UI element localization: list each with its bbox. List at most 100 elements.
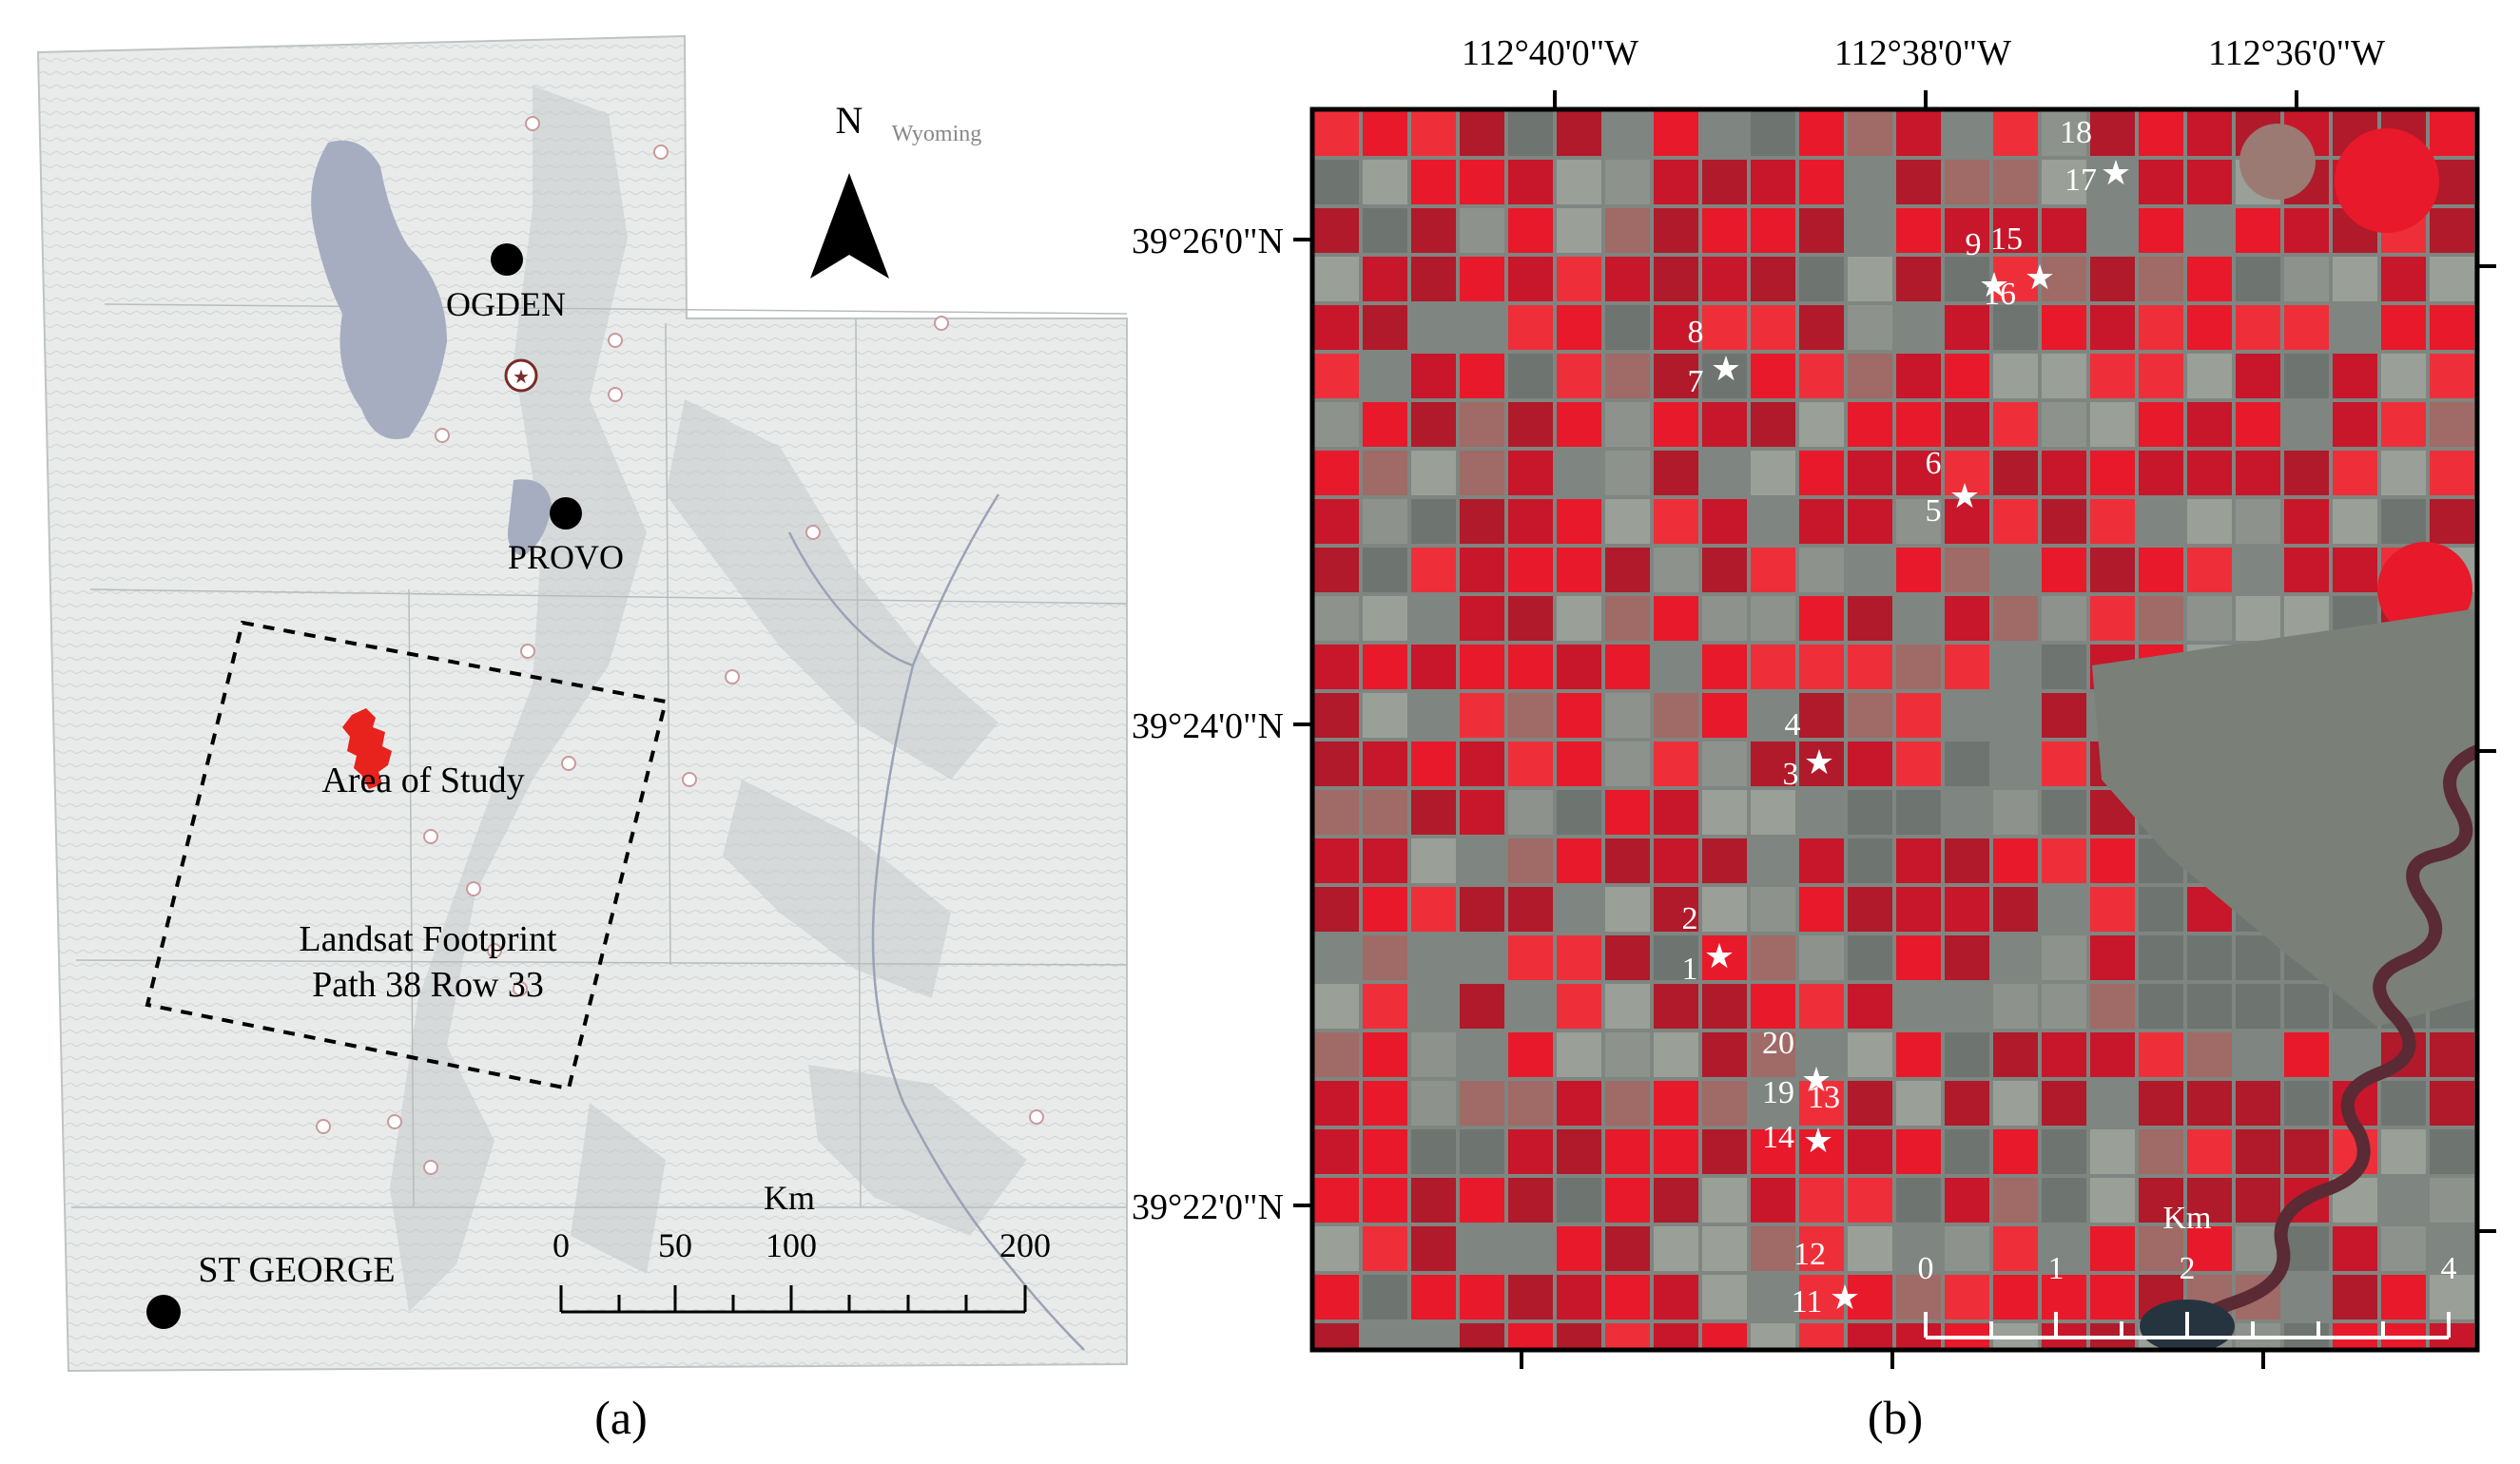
- sample-sites: ★ ★ ★ ★ ★ ★ ★ ★ ★ ★: [1704, 154, 2131, 1317]
- field-parcel: [1605, 887, 1650, 932]
- field-parcel: [2139, 887, 2183, 932]
- field-parcel: [2236, 1081, 2280, 1126]
- field-parcel: [1411, 887, 1456, 932]
- field-parcel: [1557, 693, 1601, 738]
- field-parcel: [1605, 160, 1650, 204]
- field-parcel: [2430, 257, 2474, 301]
- field-parcel: [1314, 451, 1359, 495]
- field-parcel: [1605, 742, 1650, 786]
- field-parcel: [2090, 1129, 2135, 1174]
- field-parcel: [1848, 499, 1892, 544]
- field-parcel: [2381, 499, 2426, 544]
- field-parcel: [1605, 548, 1650, 592]
- field-parcel: [1751, 838, 1795, 883]
- field-parcel: [2284, 208, 2329, 253]
- field-parcel: [1799, 548, 1844, 592]
- field-parcel: [2090, 1081, 2135, 1126]
- field-parcel: [1799, 1081, 1844, 1126]
- field-parcel: [2187, 402, 2232, 447]
- field-parcel: [1460, 1032, 1504, 1077]
- field-parcel: [2042, 1178, 2086, 1223]
- field-parcel: [2333, 402, 2377, 447]
- field-parcel: [1654, 354, 1698, 398]
- field-parcel: [1654, 935, 1698, 980]
- site-star-icon: ★: [1804, 743, 1834, 781]
- field-parcel: [1508, 305, 1553, 350]
- field-parcel: [1557, 160, 1601, 204]
- field-parcel: [2284, 1129, 2329, 1174]
- site-label: 14: [1762, 1120, 1794, 1155]
- field-parcel: [1799, 451, 1844, 495]
- study-area-polygon: [342, 708, 392, 789]
- field-parcel: [2284, 1275, 2329, 1320]
- field-parcel: [2139, 935, 2183, 980]
- field-parcel: [1751, 548, 1795, 592]
- field-parcel: [1751, 1129, 1795, 1174]
- field-parcel: [2090, 354, 2135, 398]
- site-label: 8: [1688, 315, 1704, 350]
- field-parcel: [1896, 111, 1941, 156]
- field-parcel: [1751, 1323, 1795, 1350]
- field-parcel: [1896, 160, 1941, 204]
- field-parcel: [1993, 208, 2038, 253]
- field-parcel: [2042, 742, 2086, 786]
- field-parcel: [1751, 305, 1795, 350]
- field-parcel: [2090, 160, 2135, 204]
- field-parcel: [1799, 1226, 1844, 1271]
- scale-b-unit: Km: [2163, 1201, 2212, 1236]
- site-label: 2: [1682, 901, 1698, 936]
- field-parcel: [2381, 1323, 2426, 1350]
- field-parcel: [1605, 935, 1650, 980]
- field-parcel: [2430, 1275, 2474, 1320]
- field-parcel: [1896, 887, 1941, 932]
- field-parcel: [2236, 1178, 2280, 1223]
- field-parcel: [1702, 257, 1747, 301]
- field-parcel: [1945, 548, 1989, 592]
- field-parcel: [1702, 548, 1747, 592]
- field-parcel: [2236, 305, 2280, 350]
- field-parcel: [1993, 693, 2038, 738]
- field-parcel: [1314, 257, 1359, 301]
- rangeland-region: [2092, 608, 2477, 1027]
- field-parcel: [2236, 596, 2280, 641]
- field-parcel: [1460, 1226, 1504, 1271]
- field-parcel: [1993, 305, 2038, 350]
- field-parcel: [1702, 451, 1747, 495]
- site-number-labels: 18 17 9 15 16 8 7 6 5 4 3 2 1 20 19 13 1…: [1682, 115, 2098, 1320]
- field-parcel: [1605, 596, 1650, 641]
- field-parcel: [1363, 1226, 1407, 1271]
- lon-label-2: 112°38'0"W: [1834, 33, 2011, 73]
- field-parcel: [2139, 160, 2183, 204]
- field-parcel: [1363, 790, 1407, 835]
- county-lines: [71, 303, 1128, 1208]
- field-parcel: [1702, 111, 1747, 156]
- field-parcel: [1896, 984, 1941, 1029]
- field-parcel: [1557, 1226, 1601, 1271]
- field-parcel: [1993, 1081, 2038, 1126]
- field-parcel: [2139, 984, 2183, 1029]
- field-parcel: [1654, 693, 1698, 738]
- field-parcel: [1363, 1323, 1407, 1350]
- provo-marker: [550, 497, 582, 530]
- site-label: 13: [1808, 1080, 1840, 1115]
- field-parcel: [1848, 402, 1892, 447]
- field-parcel: [1460, 742, 1504, 786]
- field-parcel: [1314, 1081, 1359, 1126]
- field-parcel: [1460, 354, 1504, 398]
- field-parcel: [1508, 451, 1553, 495]
- field-parcel: [2430, 208, 2474, 253]
- scale-bar-a: Km 0 50 100 200: [552, 1179, 1051, 1314]
- field-parcel: [1363, 887, 1407, 932]
- caption-a: (a): [594, 1391, 648, 1444]
- field-parcel: [1896, 1275, 1941, 1320]
- field-parcel: [1654, 1129, 1698, 1174]
- field-parcel: [2284, 354, 2329, 398]
- field-parcel: [1557, 208, 1601, 253]
- field-parcel: [2090, 1178, 2135, 1223]
- field-parcel: [1848, 693, 1892, 738]
- field-parcel: [1411, 354, 1456, 398]
- site-label: 4: [1785, 707, 1801, 742]
- field-parcel: [1702, 838, 1747, 883]
- field-parcel: [1848, 1129, 1892, 1174]
- field-parcel: [2381, 305, 2426, 350]
